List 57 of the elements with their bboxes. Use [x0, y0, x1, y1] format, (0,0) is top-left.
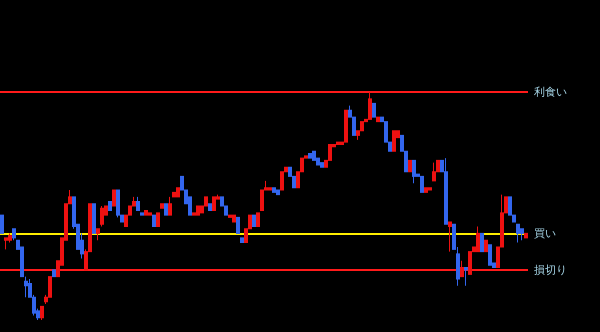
candlestick	[4, 237, 8, 250]
candlestick	[96, 228, 100, 241]
candlestick	[308, 153, 312, 159]
candlestick	[172, 192, 176, 198]
candlestick	[412, 160, 416, 184]
candlestick	[516, 224, 520, 243]
candlestick	[152, 214, 156, 228]
candlestick	[448, 221, 452, 252]
candlestick	[100, 206, 104, 228]
candlestick	[480, 232, 484, 252]
candlestick	[240, 237, 244, 243]
candlestick	[372, 102, 376, 118]
candlestick	[136, 196, 140, 212]
candlestick	[428, 187, 432, 191]
candlestick	[368, 92, 372, 120]
candlestick	[208, 203, 212, 212]
candlestick	[524, 232, 528, 238]
candlestick	[276, 190, 280, 196]
ref-line-label: 買い	[534, 226, 556, 240]
candlestick	[176, 187, 180, 198]
candlestick	[408, 160, 412, 172]
candlestick	[420, 176, 424, 193]
candlestick	[168, 196, 172, 216]
candlestick	[196, 206, 200, 216]
candlestick	[252, 214, 256, 228]
candlestick	[144, 210, 148, 216]
candlestick	[232, 214, 236, 222]
candlestick	[464, 267, 468, 286]
candlestick	[424, 187, 428, 193]
candlestick	[0, 214, 4, 234]
candlestick	[40, 306, 44, 320]
candlestick	[344, 110, 348, 143]
candlestick	[92, 203, 96, 234]
candlestick	[272, 187, 276, 193]
ref-line-label: 利食い	[534, 86, 567, 98]
candlestick	[256, 212, 260, 228]
candlestick	[484, 240, 488, 252]
candlestick	[156, 212, 160, 228]
candlestick	[432, 162, 436, 182]
candlestick	[488, 244, 492, 266]
candlestick	[52, 269, 56, 278]
candlestick	[12, 228, 16, 241]
candlestick	[108, 200, 112, 212]
candlestick	[140, 212, 144, 216]
candlestick	[112, 190, 116, 206]
candlestick	[336, 142, 340, 145]
candlestick	[164, 203, 168, 216]
candlestick	[148, 212, 152, 216]
candlestick	[160, 203, 164, 209]
candlestick	[460, 260, 464, 278]
candlestick	[376, 116, 380, 122]
candlestick	[212, 196, 216, 212]
ref-line-label: 損切り	[534, 263, 567, 276]
candlestick	[444, 158, 448, 225]
candlestick	[476, 226, 480, 252]
candlestick	[392, 130, 396, 152]
candlestick	[236, 216, 240, 234]
